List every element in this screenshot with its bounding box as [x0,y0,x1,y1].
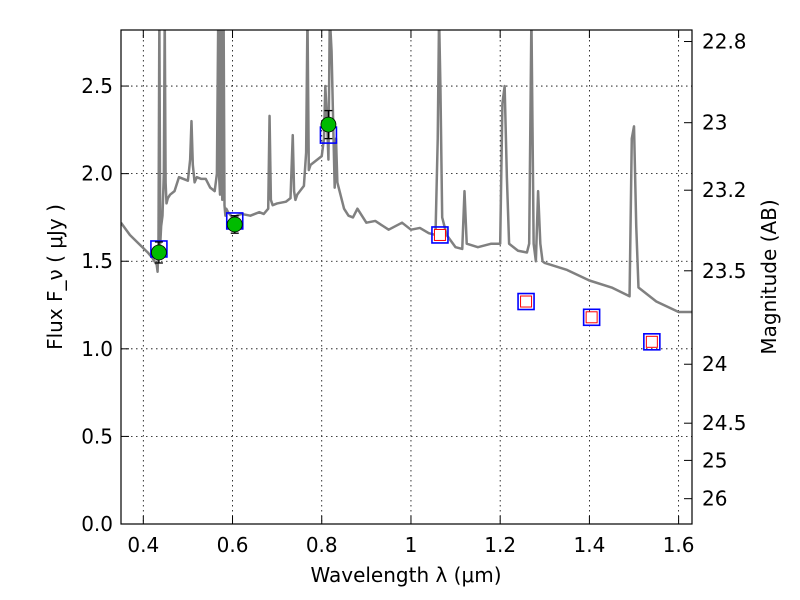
y2-tick-label: 26 [702,487,727,511]
y-tick-label: 2.5 [81,74,113,98]
observed-point [151,244,167,261]
model-photometry-boxes [150,126,661,351]
y2-tick-label: 23 [702,111,727,135]
y-tick-label: 1.0 [81,337,113,361]
model-photometry-inner-box [645,335,658,348]
plot-frame [120,29,693,525]
y2-tick-label: 25 [702,448,727,472]
observed-point [226,216,243,233]
y2-tick-label: 23.2 [702,178,747,202]
model-photometry-inner-box [585,311,598,324]
x-tick-label: 1.2 [484,533,516,557]
x-tick-label: 1.6 [663,533,695,557]
y2-axis-label: Magnitude (AB) [757,199,781,354]
x-axis-label: Wavelength λ (μm) [310,563,501,587]
axis-ticks: 0.4 0.6 0.8 1 1.2 1.4 1.6 0.0 0.5 1.0 1.5 2.0 2.5 22.… [81,30,746,557]
y-tick-label: 2.0 [81,162,113,186]
model-photometry-box [431,226,449,244]
x-tick-label: 1 [405,533,418,557]
observed-point [320,116,337,133]
y-axis-label: Flux F_ν ( μJy ) [43,204,67,350]
y-tick-label: 0.0 [81,512,113,536]
y2-tick-label: 22.8 [702,30,747,54]
y-tick-label: 1.5 [81,249,113,273]
x-tick-label: 1.4 [573,533,605,557]
x-tick-label: 0.4 [127,533,159,557]
x-tick-label: 0.6 [217,533,249,557]
observed-photometry [151,109,337,264]
model-spectrum-line [121,30,692,314]
grid-lines [121,30,692,525]
model-photometry-box [582,308,601,327]
y2-tick-label: 24 [702,352,727,376]
model-spectrum [121,30,692,314]
model-photometry-inner-box [433,228,446,241]
y2-tick-label: 23.5 [702,259,747,283]
model-photometry-box [517,292,535,311]
x-tick-label: 0.8 [306,533,338,557]
model-photometry-inner-box [520,295,533,308]
y2-tick-label: 24.5 [702,411,747,435]
model-photometry-box [643,333,661,351]
y-tick-label: 0.5 [81,424,113,448]
